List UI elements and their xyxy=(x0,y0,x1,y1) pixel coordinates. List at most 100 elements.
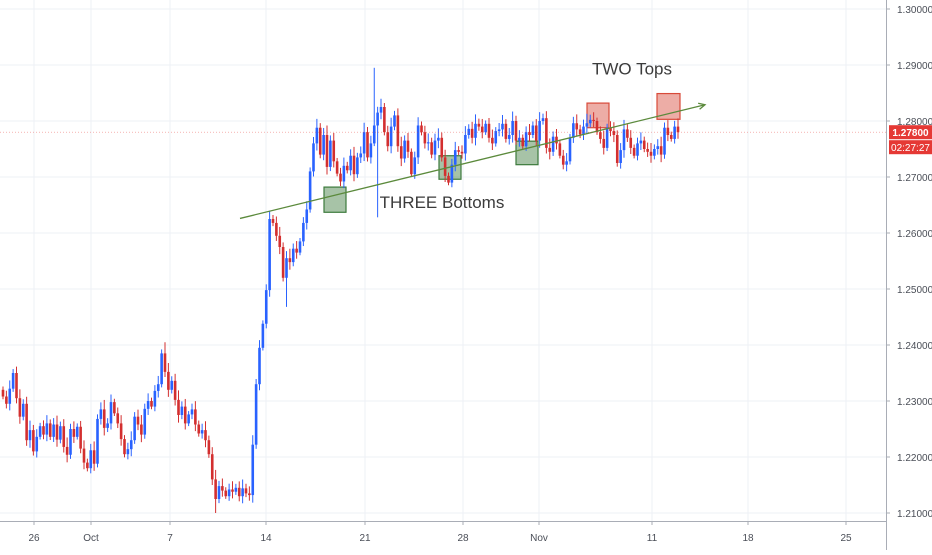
candle-up xyxy=(585,113,589,135)
candle-body xyxy=(595,121,599,133)
candle-body xyxy=(129,440,133,450)
candle-up xyxy=(393,110,396,131)
candle-body xyxy=(369,143,373,158)
candle-body xyxy=(224,490,228,497)
candle-body xyxy=(288,258,292,263)
candle-body xyxy=(72,429,76,437)
candle-down xyxy=(183,398,187,430)
candle-up xyxy=(153,385,157,412)
candle-down xyxy=(278,226,282,255)
grid xyxy=(0,0,886,521)
candle-up xyxy=(133,412,136,444)
candle-body xyxy=(491,137,494,144)
candle-up xyxy=(298,238,302,256)
candle-body xyxy=(173,380,177,400)
candle-body xyxy=(457,150,460,152)
candle-body xyxy=(383,107,386,133)
candle-up xyxy=(312,136,315,177)
candle-down xyxy=(386,125,390,152)
trendline[interactable] xyxy=(239,104,706,220)
candle-body xyxy=(197,424,201,434)
candle-body xyxy=(163,353,167,372)
candle-up xyxy=(160,349,163,388)
candle-up xyxy=(653,144,656,160)
candle-body xyxy=(210,454,214,480)
candle-up xyxy=(656,139,660,155)
candle-up xyxy=(52,418,55,442)
candle-body xyxy=(504,123,508,139)
candle-down xyxy=(119,415,123,446)
candle-body xyxy=(460,151,464,154)
candle-down xyxy=(177,390,180,423)
candle-body xyxy=(534,125,538,141)
candle-up xyxy=(568,133,572,165)
candle-body xyxy=(5,396,8,404)
candle-down xyxy=(275,216,278,241)
candle-body xyxy=(399,146,403,159)
candle-up xyxy=(362,122,366,162)
trendline-group[interactable] xyxy=(239,102,707,220)
candle-down xyxy=(504,119,508,143)
annotations: TWO Tops THREE Bottoms xyxy=(380,60,672,212)
candle-body xyxy=(251,444,255,496)
candle-body xyxy=(52,424,55,437)
candle-body xyxy=(261,323,265,348)
candle-up xyxy=(639,132,643,150)
current-price-label: 1.27800 xyxy=(892,128,929,139)
candle-down xyxy=(575,114,579,137)
candles xyxy=(1,67,680,513)
candle-body xyxy=(160,353,163,385)
candle-up xyxy=(261,320,265,351)
candle-body xyxy=(79,426,82,449)
candle-up xyxy=(673,120,676,144)
candle-up xyxy=(8,380,12,411)
candle-body xyxy=(396,115,400,147)
candle-body xyxy=(335,161,339,174)
candle-body xyxy=(204,430,207,441)
candle-body xyxy=(264,290,268,324)
candle-body xyxy=(568,137,572,162)
candle-up xyxy=(75,423,79,440)
price-tick-label: 1.27000 xyxy=(897,173,932,184)
candle-body xyxy=(480,126,484,133)
candle-body xyxy=(89,450,93,469)
candle-body xyxy=(555,136,558,144)
candle-down xyxy=(335,157,339,177)
time-tick-label: 25 xyxy=(840,533,852,544)
candle-up xyxy=(69,423,72,459)
candle-body xyxy=(676,126,680,133)
candle-up xyxy=(372,67,376,147)
candle-down xyxy=(609,121,612,137)
candle-up xyxy=(474,114,477,146)
candle-down xyxy=(48,419,52,441)
candle-body xyxy=(15,373,18,399)
candle-body xyxy=(366,132,369,158)
candle-body xyxy=(528,132,531,135)
candle-down xyxy=(18,389,22,424)
candle-body xyxy=(507,135,511,139)
candle-down xyxy=(440,132,444,162)
candle-body xyxy=(632,147,636,156)
candle-body xyxy=(575,123,579,130)
candle-down xyxy=(602,130,606,155)
time-tick-label: 11 xyxy=(647,533,658,544)
candle-body xyxy=(109,402,113,424)
candle-body xyxy=(430,142,433,155)
candle-body xyxy=(308,171,312,210)
candle-body xyxy=(177,399,180,415)
candle-up xyxy=(187,411,190,427)
candle-body xyxy=(629,137,633,148)
candle-body xyxy=(123,439,126,455)
candle-body xyxy=(156,384,160,391)
candle-body xyxy=(497,129,501,132)
candle-up xyxy=(426,133,430,151)
candle-down xyxy=(491,129,494,150)
candle-up xyxy=(663,122,666,159)
candle-down xyxy=(224,487,228,499)
candle-down xyxy=(288,248,292,270)
current-price-badge xyxy=(889,125,932,140)
candle-down xyxy=(207,435,211,458)
candle-up xyxy=(305,201,309,230)
